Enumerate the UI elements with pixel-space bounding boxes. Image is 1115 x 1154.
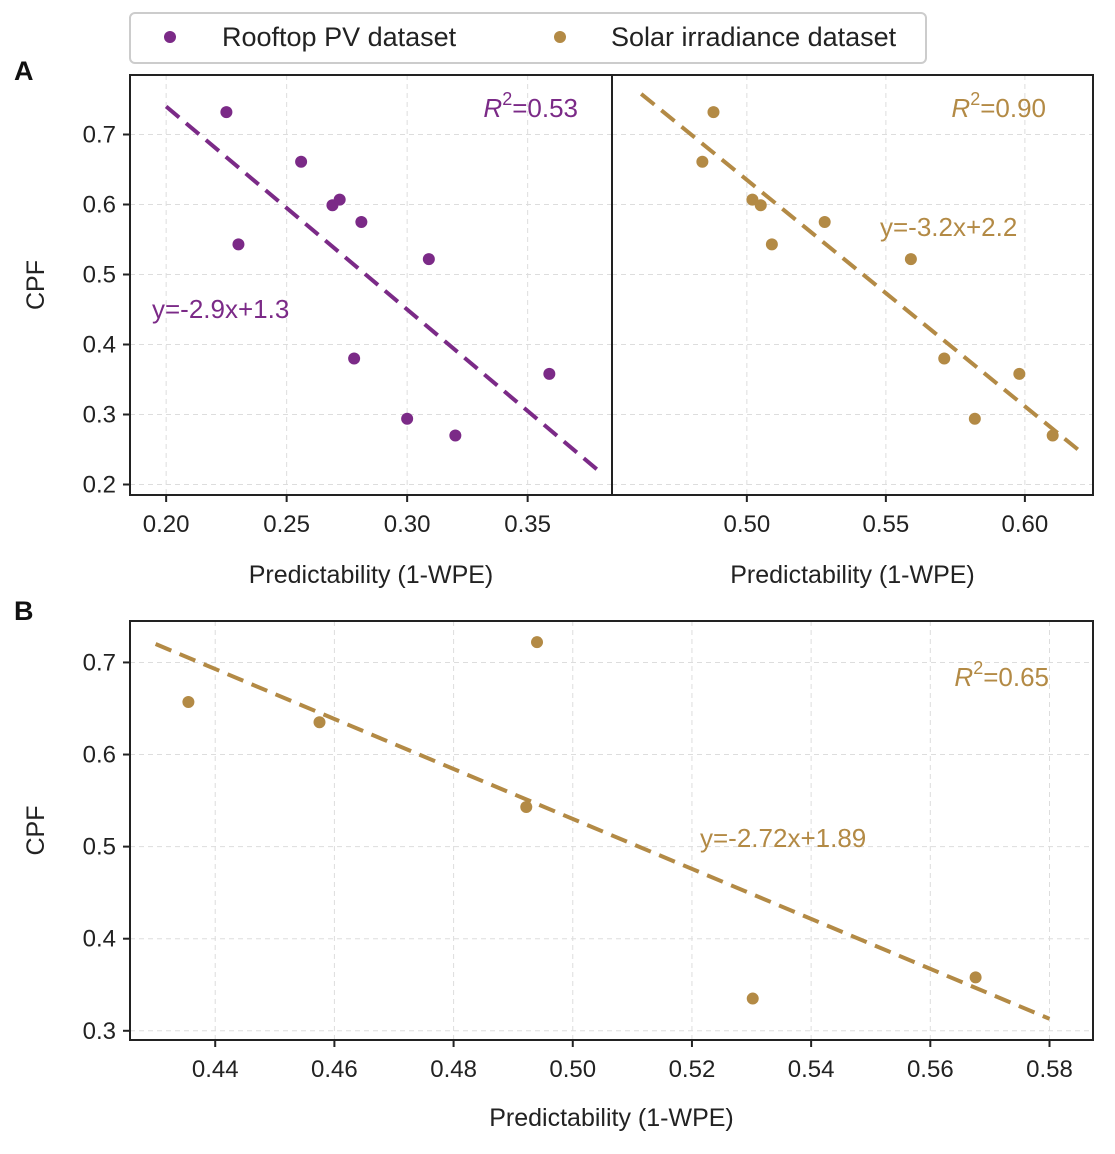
data-point	[449, 429, 462, 442]
data-point	[707, 106, 720, 119]
data-point	[1046, 429, 1059, 442]
x-axis-label: Predictability (1-WPE)	[249, 561, 494, 589]
panel-a-rooftop: 0.20 0.25 0.30 0.35 0.2 0.3 0.4 0.5 0.6 0.7 Predi…	[22, 75, 612, 589]
ticks: 0.44 0.46 0.48 0.50 0.52 0.54 0.56 0.580.30.40.…	[83, 649, 1073, 1083]
y-axis-label: CPF	[22, 806, 50, 856]
x-axis-label: Predictability (1-WPE)	[730, 561, 975, 589]
data-point	[355, 216, 368, 228]
x-tick-label: 0.20	[143, 511, 190, 538]
fit-equation: y=-2.9x+1.3	[152, 294, 289, 324]
r2-value: =0.65	[983, 662, 1049, 692]
x-tick-label: 0.50	[723, 511, 770, 538]
x-tick-label: 0.35	[504, 511, 551, 538]
legend-marker-solar	[554, 31, 566, 43]
legend-box	[129, 12, 927, 64]
x-tick-label: 0.50	[549, 1056, 596, 1083]
panel-b-frame	[129, 620, 1094, 1041]
grid	[612, 75, 1093, 495]
r2-value: =0.53	[512, 93, 578, 123]
panel-a-frame-left	[129, 74, 613, 496]
r-squared-annotation: R2=0.53	[483, 89, 578, 123]
data-point	[543, 367, 556, 380]
x-tick-label: 0.25	[263, 511, 310, 538]
data-point	[182, 696, 195, 709]
data-point	[904, 253, 917, 266]
fit-equation: y=-2.72x+1.89	[700, 823, 866, 853]
panel-b: 0.44 0.46 0.48 0.50 0.52 0.54 0.56 0.580.30.40.…	[22, 621, 1093, 1132]
data-point	[754, 199, 767, 212]
r-squared-annotation: R2=0.65	[954, 658, 1049, 692]
fit-line	[164, 104, 602, 474]
x-tick-label: 0.54	[788, 1056, 835, 1083]
y-tick-label: 0.3	[83, 1018, 116, 1045]
fit-equation: y=-3.2x+2.2	[880, 212, 1017, 242]
y-tick-label: 0.3	[83, 402, 116, 429]
r2-exponent: 2	[970, 89, 980, 109]
y-tick-label: 0.4	[83, 332, 116, 359]
legend-label-solar: Solar irradiance dataset	[611, 22, 897, 52]
data-point	[333, 193, 346, 206]
x-tick-label: 0.56	[907, 1056, 954, 1083]
data-point	[1013, 367, 1026, 380]
data-point	[295, 155, 308, 168]
y-tick-label: 0.2	[83, 472, 116, 499]
points	[220, 106, 556, 442]
data-point	[313, 716, 326, 729]
panel-label-b: B	[14, 596, 34, 626]
x-tick-label: 0.30	[384, 511, 431, 538]
y-axis-label: CPF	[22, 260, 50, 310]
y-tick-label: 0.6	[83, 192, 116, 219]
data-point	[520, 801, 533, 814]
x-tick-label: 0.55	[863, 511, 910, 538]
x-axis-label: Predictability (1-WPE)	[489, 1104, 734, 1132]
x-tick-label: 0.48	[430, 1056, 477, 1083]
grid	[130, 621, 1093, 1040]
x-tick-label: 0.46	[311, 1056, 358, 1083]
r2-symbol: R	[954, 662, 973, 692]
panel-a-solar: 0.50 0.55 0.60 Predictability (1-WPE) y=-3…	[612, 75, 1093, 589]
data-point	[232, 238, 245, 251]
r2-value: =0.90	[980, 93, 1046, 123]
r-squared-annotation: R2=0.90	[951, 89, 1046, 123]
y-tick-label: 0.5	[83, 834, 116, 861]
data-point	[401, 412, 414, 425]
y-tick-label: 0.7	[83, 122, 116, 149]
fit-line	[639, 92, 1082, 454]
data-point	[765, 238, 778, 251]
r2-symbol: R	[483, 93, 502, 123]
ticks: 0.20 0.25 0.30 0.35 0.2 0.3 0.4 0.5 0.6 0.7	[83, 122, 551, 539]
data-point	[696, 155, 709, 168]
points	[696, 106, 1059, 442]
x-tick-label: 0.58	[1026, 1056, 1073, 1083]
y-tick-label: 0.6	[83, 742, 116, 769]
y-tick-label: 0.7	[83, 649, 116, 676]
x-tick-label: 0.44	[192, 1056, 239, 1083]
legend-marker-rooftop	[164, 31, 176, 43]
data-point	[220, 106, 233, 119]
fit-line	[154, 642, 1051, 1021]
data-point	[938, 352, 951, 365]
panel-a-frame-right	[611, 74, 1094, 496]
y-tick-label: 0.4	[83, 926, 116, 953]
data-point	[422, 253, 435, 266]
data-point	[969, 971, 982, 984]
y-tick-label: 0.5	[83, 262, 116, 289]
points	[182, 636, 982, 1005]
grid	[130, 75, 612, 495]
data-point	[746, 992, 759, 1005]
data-point	[968, 412, 981, 425]
ticks: 0.50 0.55 0.60	[723, 495, 1048, 538]
data-point	[348, 352, 361, 365]
data-point	[531, 636, 544, 649]
r2-exponent: 2	[502, 89, 512, 109]
legend: Rooftop PV dataset Solar irradiance data…	[129, 12, 927, 64]
panel-label-a: A	[14, 56, 34, 86]
r2-exponent: 2	[973, 658, 983, 678]
r2-symbol: R	[951, 93, 970, 123]
legend-label-rooftop: Rooftop PV dataset	[222, 22, 457, 52]
data-point	[818, 216, 831, 228]
x-tick-label: 0.60	[1002, 511, 1049, 538]
x-tick-label: 0.52	[669, 1056, 716, 1083]
